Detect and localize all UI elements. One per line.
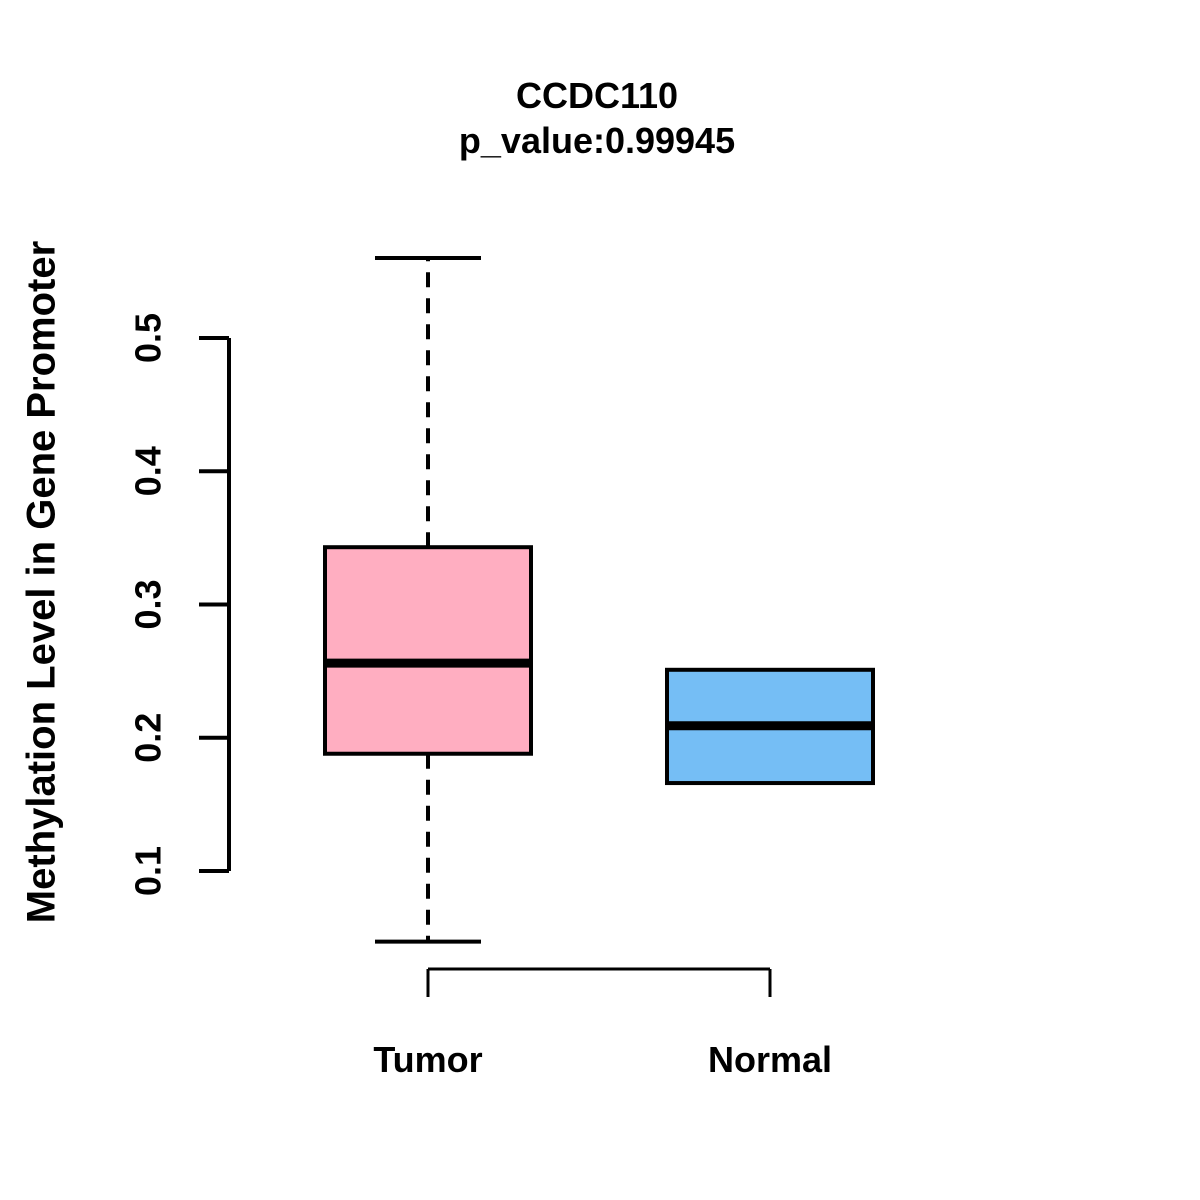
y-tick-label: 0.3 bbox=[128, 579, 169, 629]
chart-title: CCDC110 bbox=[515, 75, 679, 116]
y-tick-label: 0.1 bbox=[128, 846, 169, 896]
x-category-label-normal: Normal bbox=[707, 1039, 833, 1080]
y-tick-label: 0.5 bbox=[128, 313, 169, 363]
chart-subtitle: p_value:0.99945 bbox=[458, 120, 736, 161]
tumor-box bbox=[323, 545, 533, 756]
y-tick-label: 0.4 bbox=[128, 446, 169, 496]
x-category-label-tumor: Tumor bbox=[373, 1039, 483, 1080]
y-tick-label: 0.2 bbox=[128, 713, 169, 763]
